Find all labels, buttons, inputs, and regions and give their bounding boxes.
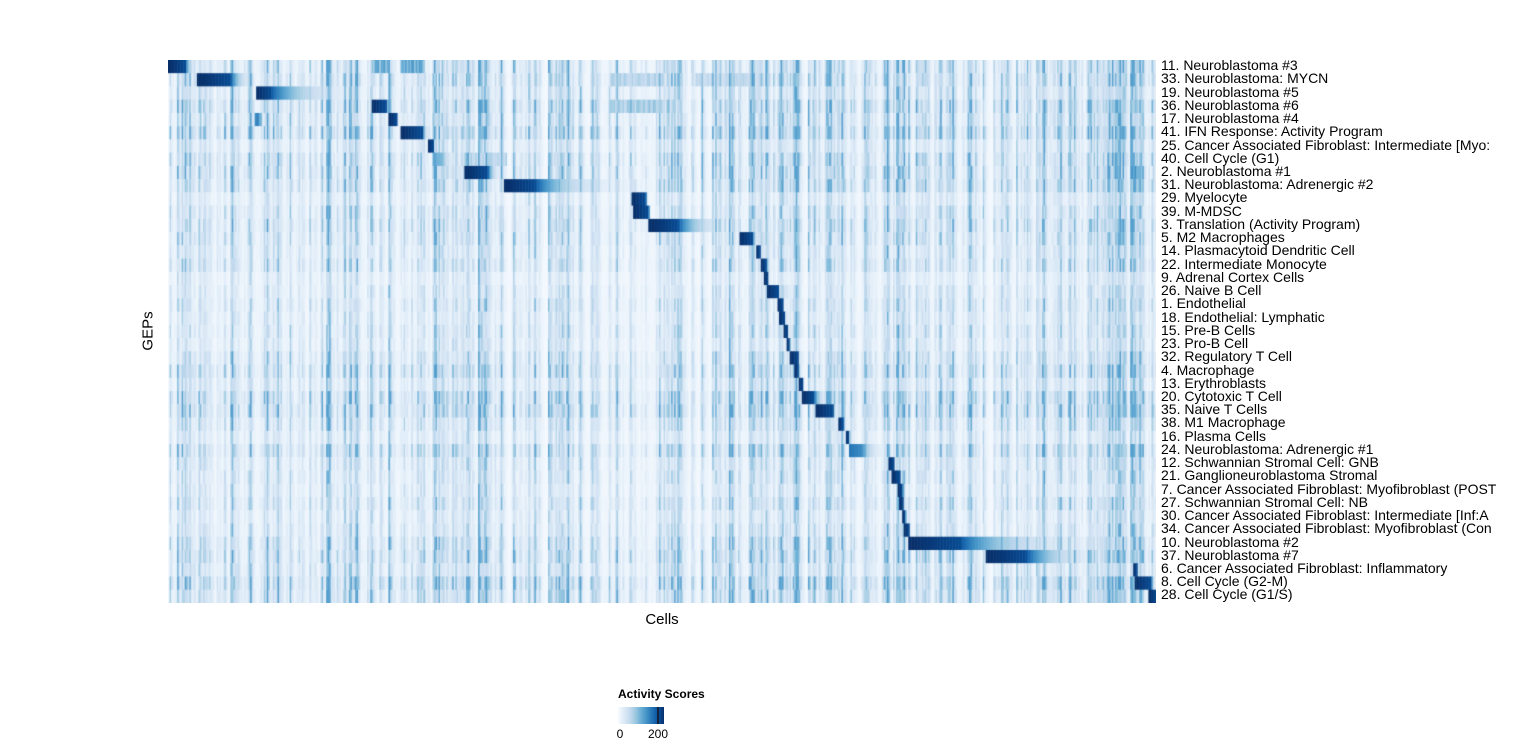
- row-label: 29. Myelocyte: [1161, 189, 1248, 206]
- row-label: 35. Naive T Cells: [1161, 401, 1268, 418]
- row-label: 12. Schwannian Stromal Cell: GNB: [1161, 454, 1379, 471]
- row-label: 23. Pro-B Cell: [1161, 335, 1249, 352]
- row-label: 11. Neuroblastoma #3: [1161, 59, 1298, 74]
- row-label: 6. Cancer Associated Fibroblast: Inflamm…: [1161, 560, 1448, 577]
- row-label: 31. Neuroblastoma: Adrenergic #2: [1161, 176, 1374, 193]
- legend-colorbar: [618, 707, 664, 724]
- row-label: 19. Neuroblastoma #5: [1161, 83, 1299, 100]
- row-label: 28. Cell Cycle (G1/S): [1161, 586, 1293, 603]
- row-label: 38. M1 Macrophage: [1161, 414, 1286, 431]
- row-label: 4. Macrophage: [1161, 361, 1255, 378]
- row-label: 1. Endothelial: [1161, 295, 1246, 312]
- row-label: 36. Neuroblastoma #6: [1161, 96, 1299, 113]
- heatmap-canvas: [168, 60, 1156, 603]
- legend-label-min: 0: [616, 727, 624, 741]
- row-label: 15. Pre-B Cells: [1161, 321, 1256, 338]
- row-label: 13. Erythroblasts: [1161, 374, 1267, 391]
- row-label: 25. Cancer Associated Fibroblast: Interm…: [1161, 136, 1491, 153]
- legend-tick-mark: [657, 707, 659, 724]
- row-label: 2. Neuroblastoma #1: [1161, 162, 1291, 179]
- row-label: 40. Cell Cycle (G1): [1161, 149, 1280, 166]
- row-label: 18. Endothelial: Lymphatic: [1161, 308, 1325, 325]
- row-labels: 11. Neuroblastoma #3 33. Neuroblastoma: M…: [1161, 59, 1540, 605]
- row-label: 37. Neuroblastoma #7: [1161, 546, 1299, 563]
- row-label: 17. Neuroblastoma #4: [1161, 110, 1299, 127]
- row-label: 26. Naive B Cell: [1161, 282, 1262, 299]
- row-label: 22. Intermediate Monocyte: [1161, 255, 1327, 272]
- row-label: 10. Neuroblastoma #2: [1161, 533, 1299, 550]
- row-label: 34. Cancer Associated Fibroblast: Myofib…: [1161, 520, 1492, 537]
- row-label: 7. Cancer Associated Fibroblast: Myofibr…: [1161, 480, 1497, 497]
- row-label: 3. Translation (Activity Program): [1161, 215, 1361, 232]
- row-label: 32. Regulatory T Cell: [1161, 348, 1292, 365]
- row-label: 16. Plasma Cells: [1161, 427, 1267, 444]
- row-label: 27. Schwannian Stromal Cell: NB: [1161, 493, 1368, 510]
- x-axis-label: Cells: [645, 611, 679, 628]
- row-label: 20. Cytotoxic T Cell: [1161, 387, 1282, 404]
- legend-label-200: 200: [647, 727, 669, 741]
- legend-title: Activity Scores: [618, 687, 705, 701]
- row-label: 39. M-MDSC: [1161, 202, 1242, 219]
- row-label: 8. Cell Cycle (G2-M): [1161, 573, 1288, 590]
- row-label: 33. Neuroblastoma: MYCN: [1161, 70, 1329, 87]
- y-axis-label: GEPs: [139, 311, 157, 351]
- row-label: 30. Cancer Associated Fibroblast: Interm…: [1161, 507, 1489, 524]
- legend: Activity Scores 0 200: [616, 687, 705, 741]
- row-label: 14. Plasmacytoid Dendritic Cell: [1161, 242, 1355, 259]
- legend-tick-labels: 0 200: [616, 727, 705, 741]
- row-label: 21. Ganglioneuroblastoma Stromal: [1161, 467, 1378, 484]
- row-label: 24. Neuroblastoma: Adrenergic #1: [1161, 440, 1374, 457]
- row-label: 41. IFN Response: Activity Program: [1161, 123, 1383, 140]
- row-label: 5. M2 Macrophages: [1161, 229, 1285, 246]
- row-label: 9. Adrenal Cortex Cells: [1161, 268, 1305, 285]
